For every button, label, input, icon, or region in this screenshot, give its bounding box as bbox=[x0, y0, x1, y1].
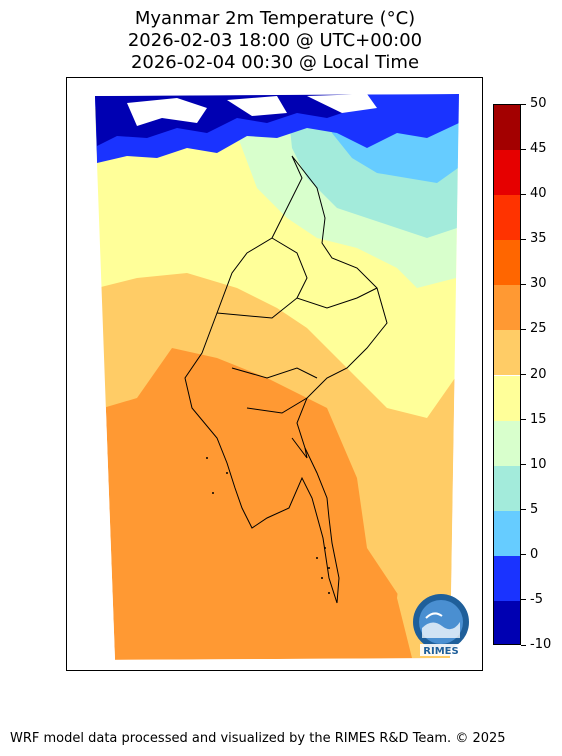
colorbar-band bbox=[494, 420, 520, 466]
colorbar-tick-label: 35 bbox=[530, 231, 547, 247]
map-frame bbox=[66, 77, 483, 671]
colorbar-tick-label: 0 bbox=[530, 546, 539, 562]
chart-title-line-1: Myanmar 2m Temperature (°C) bbox=[134, 8, 416, 29]
colorbar-tick bbox=[521, 419, 526, 421]
colorbar-band bbox=[494, 600, 520, 644]
myanmar-boundary bbox=[184, 155, 388, 604]
colorbar-band bbox=[494, 195, 520, 241]
colorbar-tick-label: 20 bbox=[530, 366, 547, 382]
colorbar-tick-label: -5 bbox=[530, 591, 543, 607]
colorbar-tick bbox=[521, 464, 526, 466]
colorbar-tick bbox=[521, 193, 526, 195]
footer-credit: WRF model data processed and visualized … bbox=[10, 731, 506, 746]
colorbar-tick-label: 40 bbox=[530, 186, 547, 202]
logo-text: RIMES bbox=[423, 646, 458, 657]
colorbar-band bbox=[494, 330, 520, 376]
colorbar-tick bbox=[521, 283, 526, 285]
colorbar-tick-label: 50 bbox=[530, 96, 547, 111]
colorbar-tick-label: 30 bbox=[530, 276, 547, 292]
colorbar-tick-label: 25 bbox=[530, 321, 547, 337]
snow-patches bbox=[127, 94, 377, 126]
colorbar-tick bbox=[521, 328, 526, 330]
chart-title-line-2: 2026-02-03 18:00 @ UTC+00:00 bbox=[127, 30, 423, 51]
colorbar-tick-label: 5 bbox=[530, 501, 539, 517]
colorbar-tick bbox=[521, 238, 526, 240]
colorbar-band bbox=[494, 510, 520, 556]
colorbar-band bbox=[494, 555, 520, 601]
colorbar-band bbox=[494, 105, 520, 151]
colorbar-band bbox=[494, 240, 520, 286]
colorbar-tick bbox=[521, 644, 526, 646]
colorbar-tick bbox=[521, 554, 526, 556]
no-data-bottom bbox=[67, 658, 482, 670]
colorbar-band bbox=[494, 375, 520, 421]
coast-islands bbox=[206, 457, 330, 594]
no-data-north bbox=[67, 78, 482, 96]
colorbar-tick bbox=[521, 374, 526, 375]
colorbar bbox=[493, 104, 521, 645]
no-data-left bbox=[67, 96, 115, 670]
colorbar-tick-label: 10 bbox=[530, 456, 547, 472]
colorbar-tick bbox=[521, 509, 526, 511]
chart-title-line-3: 2026-02-04 00:30 @ Local Time bbox=[130, 52, 420, 73]
colorbar-tick-label: 15 bbox=[530, 411, 547, 427]
colorbar-tick-label: 45 bbox=[530, 141, 547, 157]
colorbar-band bbox=[494, 465, 520, 511]
colorbar-tick bbox=[521, 148, 526, 150]
temperature-map bbox=[67, 78, 482, 670]
no-data-right bbox=[450, 92, 482, 670]
colorbar-band bbox=[494, 285, 520, 331]
colorbar-tick bbox=[521, 103, 526, 105]
rimes-globe-icon: RIMES bbox=[413, 594, 469, 657]
colorbar-tick bbox=[521, 599, 526, 601]
colorbar-tick-label: -10 bbox=[530, 637, 552, 652]
colorbar-band bbox=[494, 150, 520, 196]
